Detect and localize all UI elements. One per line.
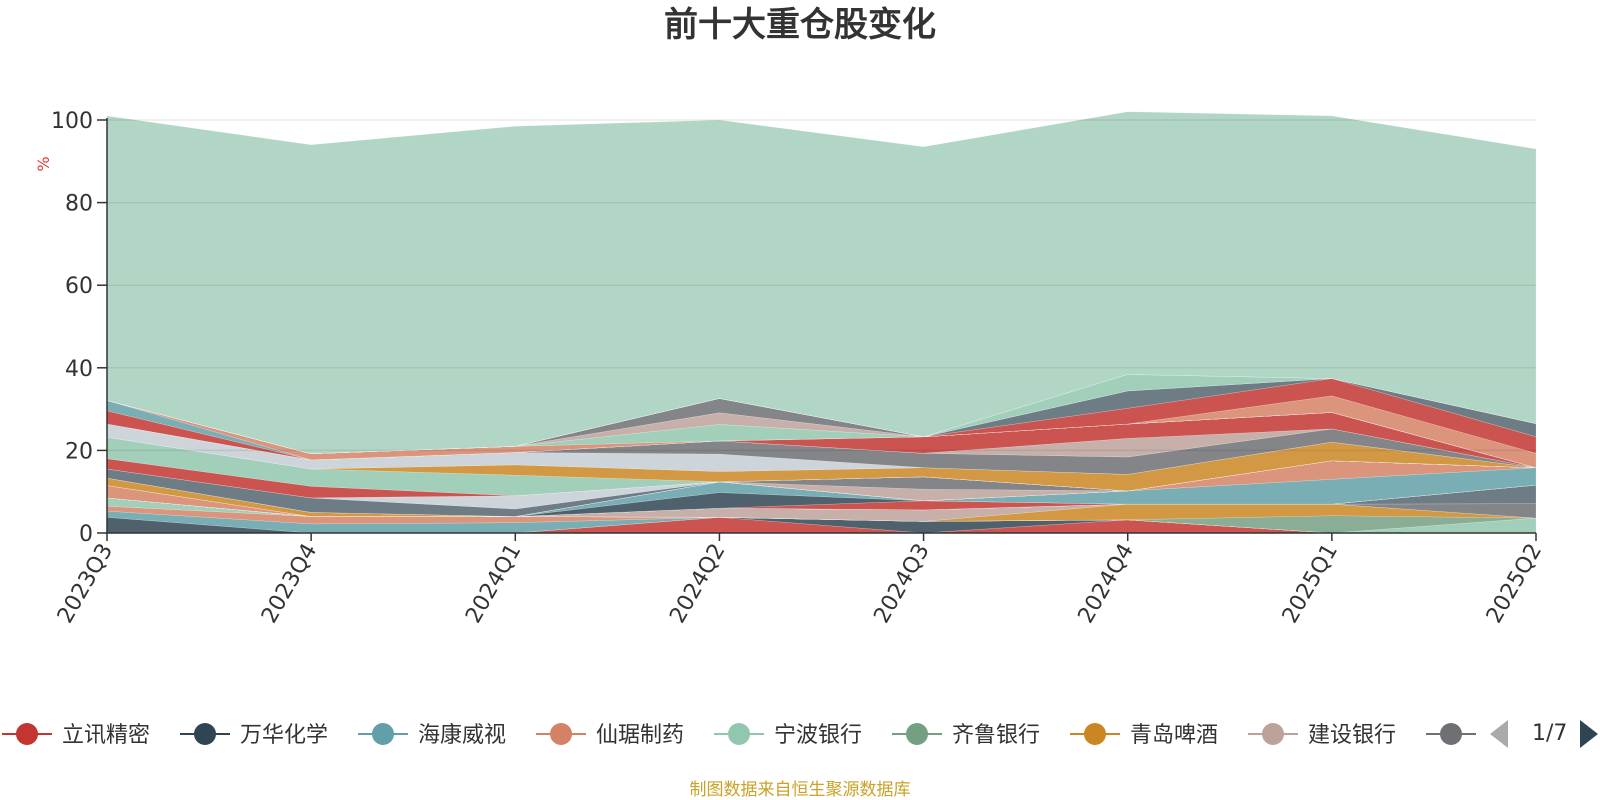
x-tick-label-3: 2024Q2 — [665, 540, 730, 628]
legend[interactable]: 立讯精密 万华化学 海康威视 仙琚制药 宁波银行 齐鲁银行 青岛啤酒 建设银行 — [2, 723, 1476, 748]
legend-dot-icon — [16, 723, 38, 745]
area-series-23[interactable] — [106, 436, 1537, 497]
area-series-29[interactable] — [106, 400, 1537, 468]
area-series-36[interactable] — [106, 378, 1537, 454]
legend-dot-icon — [1084, 723, 1106, 745]
area-series-35[interactable] — [106, 378, 1537, 454]
y-tick-label-1: 20 — [65, 439, 93, 464]
legend-page-indicator: 1/7 — [1532, 721, 1567, 746]
y-tick-label-4: 80 — [65, 192, 93, 217]
area-series-34[interactable] — [106, 395, 1537, 469]
legend-label: 宁波银行 — [774, 723, 862, 748]
y-tick-label-2: 40 — [65, 357, 93, 382]
legend-label: 齐鲁银行 — [952, 723, 1040, 748]
x-tick-label-7: 2025Q2 — [1482, 540, 1547, 628]
legend-dot-icon — [906, 723, 928, 745]
legend-item[interactable]: 建设银行 — [1248, 723, 1396, 748]
data-source-note: 制图数据来自恒生聚源数据库 — [690, 780, 911, 800]
legend-label: 海康威视 — [418, 723, 506, 748]
y-tick-label-5: 100 — [51, 109, 93, 134]
legend-dot-icon — [372, 723, 394, 745]
legend-item[interactable]: 宁波银行 — [714, 723, 862, 748]
legend-next-icon[interactable] — [1580, 720, 1598, 748]
legend-item[interactable]: 立讯精密 — [2, 723, 150, 748]
legend-item[interactable]: 仙琚制药 — [536, 723, 684, 748]
legend-label: 建设银行 — [1308, 723, 1396, 748]
legend-item[interactable]: 青岛啤酒 — [1070, 723, 1218, 748]
legend-dot-icon — [1262, 723, 1284, 745]
x-tick-label-0: 2023Q3 — [53, 540, 118, 628]
legend-items: 立讯精密 万华化学 海康威视 仙琚制药 宁波银行 齐鲁银行 青岛啤酒 建设银行 — [2, 723, 1476, 748]
y-tick-label-0: 0 — [79, 522, 93, 547]
legend-label: 仙琚制药 — [596, 723, 684, 748]
y-axis-unit: % — [34, 156, 53, 171]
x-tick-label-4: 2024Q3 — [869, 540, 934, 628]
legend-label: 立讯精密 — [62, 723, 150, 748]
legend-item[interactable]: 万华化学 — [180, 723, 328, 748]
legend-label: 青岛啤酒 — [1130, 723, 1218, 748]
plot-area — [106, 111, 1537, 534]
y-tick-label-3: 60 — [65, 274, 93, 299]
x-tick-label-1: 2023Q4 — [257, 540, 322, 628]
legend-dot-icon — [1440, 723, 1462, 745]
legend-dot-icon — [194, 723, 216, 745]
legend-dot-icon — [550, 723, 572, 745]
x-tick-label-2: 2024Q1 — [461, 540, 526, 628]
x-tick-label-5: 2024Q4 — [1074, 540, 1139, 628]
x-tick-label-6: 2025Q1 — [1278, 540, 1343, 628]
legend-label: 万华化学 — [240, 723, 328, 748]
area-series-40[interactable] — [106, 111, 1537, 454]
legend-item[interactable] — [1426, 723, 1476, 745]
legend-item[interactable]: 齐鲁银行 — [892, 723, 1040, 748]
legend-prev-icon[interactable] — [1490, 720, 1508, 748]
area-series-28[interactable] — [106, 410, 1537, 468]
chart-title: 前十大重仓股变化 — [664, 5, 936, 45]
legend-item[interactable]: 海康威视 — [358, 723, 506, 748]
legend-pager[interactable]: 1/7 — [1490, 720, 1598, 748]
legend-dot-icon — [728, 723, 750, 745]
